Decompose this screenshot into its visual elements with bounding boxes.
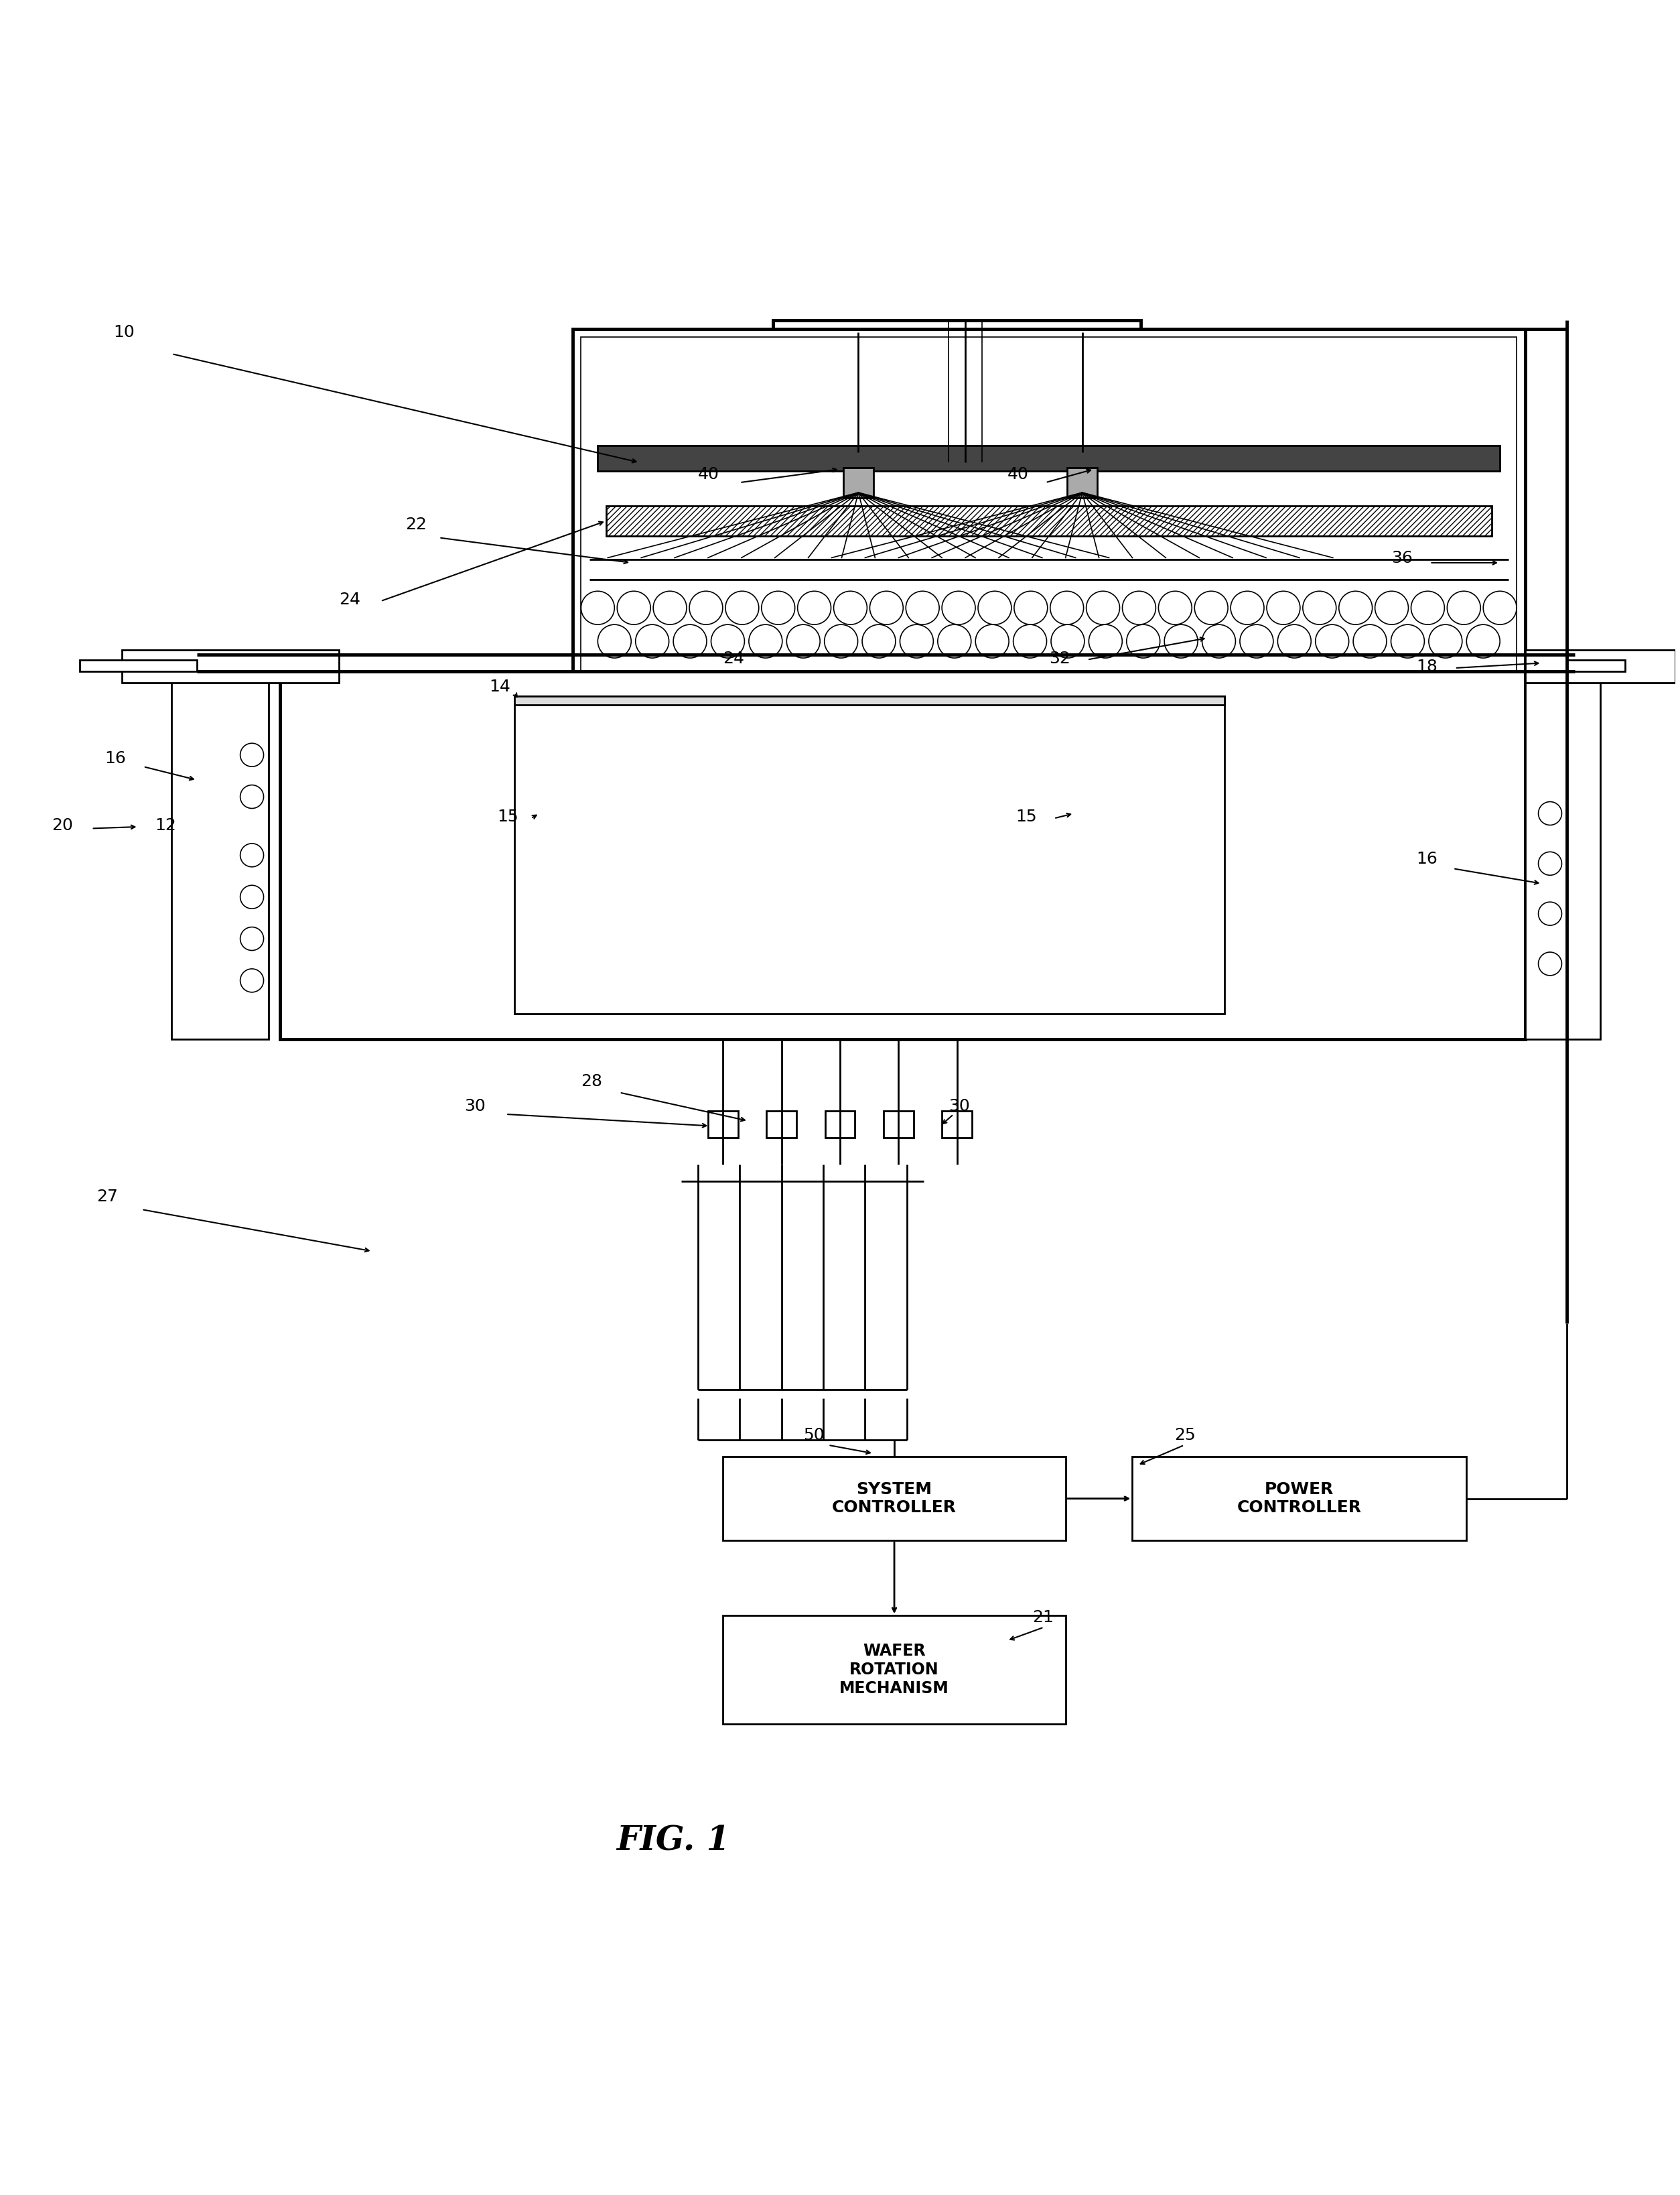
Bar — [121, 650, 339, 683]
Text: 40: 40 — [697, 468, 719, 483]
Bar — [606, 505, 1492, 536]
Bar — [884, 1111, 914, 1137]
Text: 40: 40 — [1006, 468, 1028, 483]
Bar — [766, 1111, 796, 1137]
Bar — [1525, 672, 1599, 1038]
Text: WAFER
ROTATION
MECHANISM: WAFER ROTATION MECHANISM — [840, 1644, 949, 1697]
Text: 10: 10 — [113, 325, 134, 340]
Text: 24: 24 — [339, 593, 360, 608]
Text: 24: 24 — [722, 650, 744, 667]
Text: 30: 30 — [464, 1098, 486, 1115]
Bar — [573, 329, 1525, 1014]
Text: 28: 28 — [581, 1073, 603, 1089]
Bar — [598, 446, 1500, 472]
Text: 20: 20 — [52, 817, 72, 834]
Bar — [171, 672, 269, 1038]
Bar — [773, 320, 1141, 463]
Text: 12: 12 — [155, 817, 176, 834]
Bar — [843, 468, 874, 498]
Text: SYSTEM
CONTROLLER: SYSTEM CONTROLLER — [832, 1482, 956, 1517]
Text: 30: 30 — [949, 1098, 969, 1115]
Bar — [281, 672, 1525, 1038]
Text: FIG. 1: FIG. 1 — [617, 1824, 729, 1857]
Text: 22: 22 — [405, 516, 427, 533]
Bar — [81, 661, 197, 672]
Bar — [825, 1111, 855, 1137]
Bar — [722, 1616, 1065, 1723]
Bar — [1132, 1457, 1467, 1541]
Text: 21: 21 — [1032, 1609, 1053, 1626]
Text: 14: 14 — [489, 678, 511, 696]
Bar — [1567, 661, 1625, 672]
Text: 16: 16 — [104, 751, 126, 766]
Text: 32: 32 — [1048, 650, 1070, 667]
Text: 36: 36 — [1391, 551, 1413, 566]
Bar — [1525, 650, 1675, 683]
Text: 18: 18 — [1416, 658, 1438, 674]
Text: 25: 25 — [1174, 1427, 1196, 1444]
Text: 16: 16 — [1416, 852, 1438, 867]
Text: 50: 50 — [803, 1427, 825, 1444]
Bar — [581, 338, 1517, 1005]
Text: 15: 15 — [1015, 810, 1037, 825]
Text: 27: 27 — [96, 1187, 118, 1205]
Bar — [514, 696, 1225, 705]
Bar — [722, 1457, 1065, 1541]
Text: POWER
CONTROLLER: POWER CONTROLLER — [1236, 1482, 1362, 1517]
Bar — [514, 696, 1225, 1014]
Bar — [707, 1111, 738, 1137]
Bar — [1067, 468, 1097, 498]
Bar — [942, 1111, 973, 1137]
Text: 15: 15 — [497, 810, 519, 825]
